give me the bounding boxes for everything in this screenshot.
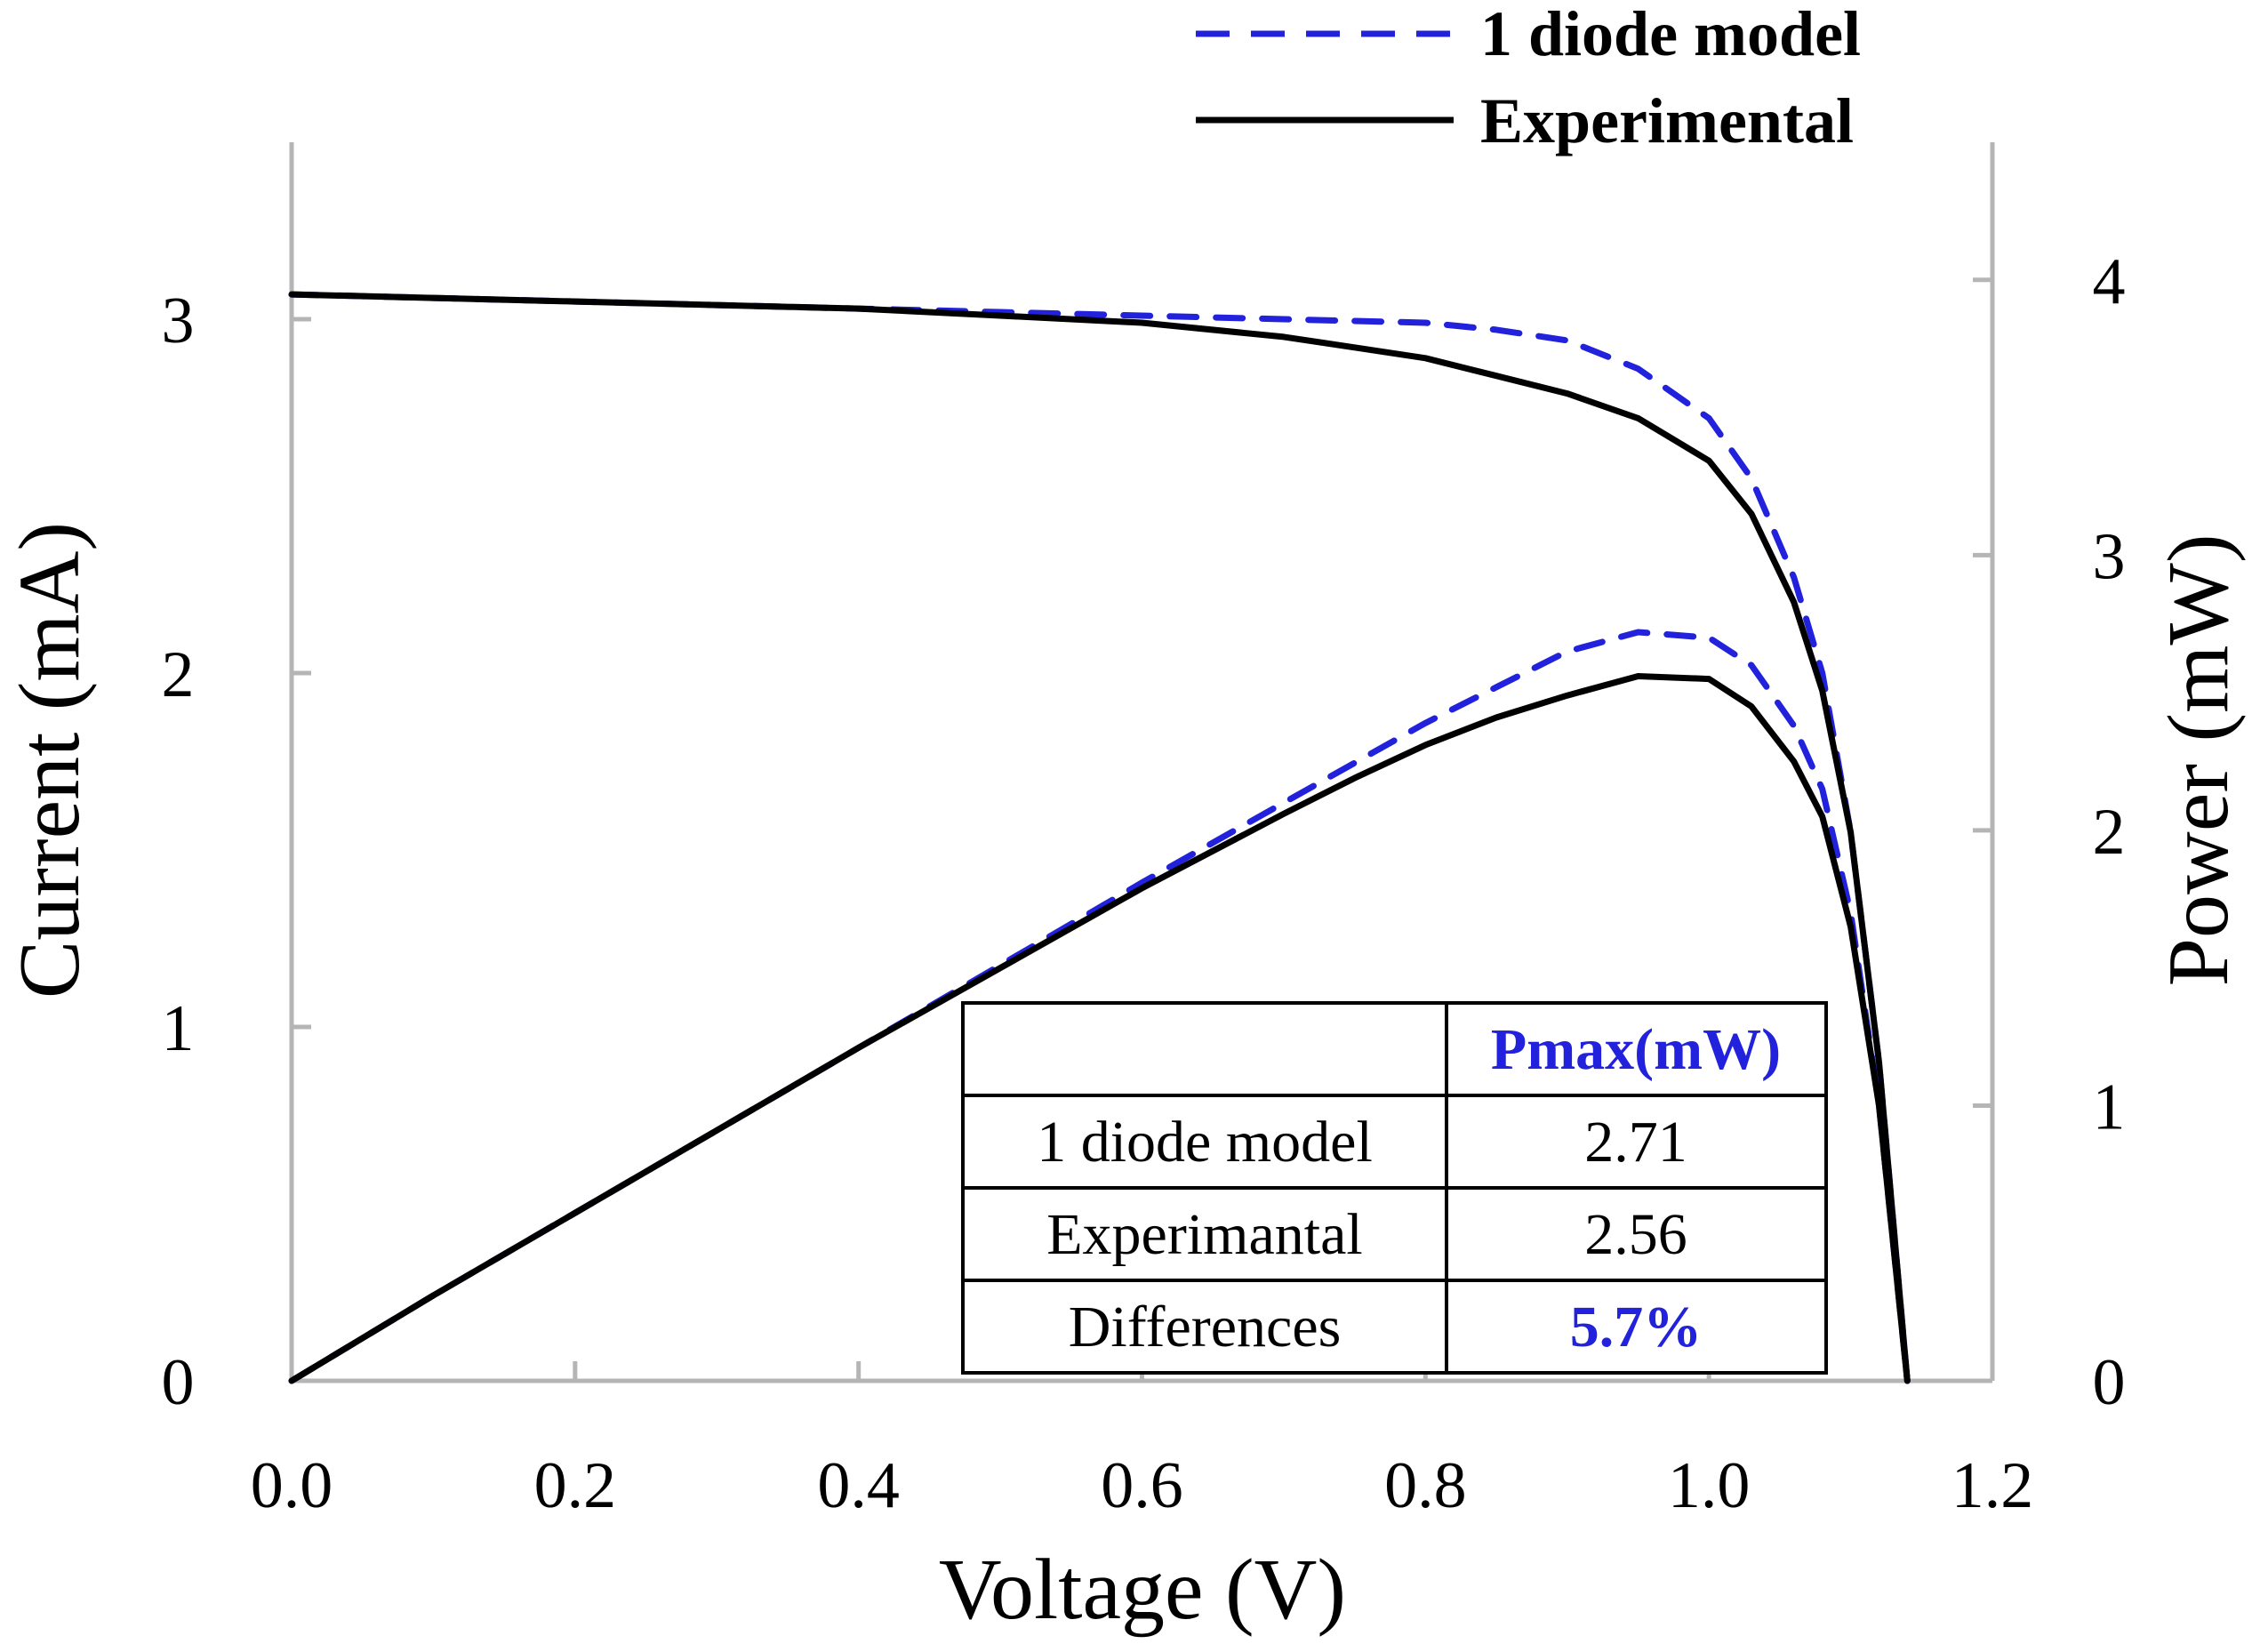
- y-right-axis-title: Power (mW): [2151, 534, 2247, 987]
- x-tick-label: 0.4: [817, 1449, 900, 1522]
- y-right-tick-label: 1: [2093, 1071, 2126, 1143]
- y-right-tick-label: 2: [2093, 796, 2126, 869]
- x-tick-label: 0.2: [534, 1449, 617, 1522]
- legend-label-experimental: Experimental: [1480, 85, 1854, 156]
- table-row-value: 2.71: [1584, 1110, 1687, 1175]
- curves: [288, 291, 1911, 1384]
- 1-diode-model-power-curve: [288, 629, 1911, 1384]
- axis-tick-labels: 0.0 0.2 0.4 0.6 0.8 1.0 1.2 0 1 2 3 0 1 2 3 4: [162, 245, 2126, 1522]
- x-tick-label: 0.6: [1101, 1449, 1183, 1522]
- y-left-tick-label: 0: [162, 1346, 195, 1419]
- y-left-tick-label: 1: [162, 992, 195, 1065]
- x-tick-label: 1.0: [1668, 1449, 1751, 1522]
- pmax-table: Pmax(mW) 1 diode model 2.71 Experimantal…: [961, 1001, 1828, 1375]
- y-right-tick-label: 3: [2093, 520, 2126, 593]
- x-tick-label: 1.2: [1951, 1449, 2034, 1522]
- table-header-pmax: Pmax(mW): [1491, 1017, 1781, 1082]
- y-left-tick-label: 2: [162, 638, 195, 711]
- table-row-label: Differences: [1069, 1295, 1342, 1359]
- experimental-current-curve: [288, 291, 1911, 1384]
- legend: 1 diode model Experimental: [1196, 0, 1861, 156]
- x-axis-title: Voltage (V): [939, 1542, 1346, 1638]
- y-right-tick-label: 4: [2093, 245, 2126, 318]
- y-right-tick-label: 0: [2093, 1346, 2126, 1419]
- table-row-label: Experimantal: [1046, 1202, 1363, 1267]
- x-tick-label: 0.0: [251, 1449, 333, 1522]
- table-row-value-difference: 5.7%: [1570, 1295, 1703, 1359]
- table-row-value: 2.56: [1584, 1202, 1687, 1267]
- table-row-label: 1 diode model: [1037, 1110, 1373, 1175]
- y-left-tick-label: 3: [162, 285, 195, 357]
- legend-label-1-diode-model: 1 diode model: [1480, 0, 1861, 69]
- experimental-power-curve: [288, 673, 1911, 1384]
- y-left-axis-title: Current (mA): [2, 522, 98, 998]
- x-tick-label: 0.8: [1384, 1449, 1467, 1522]
